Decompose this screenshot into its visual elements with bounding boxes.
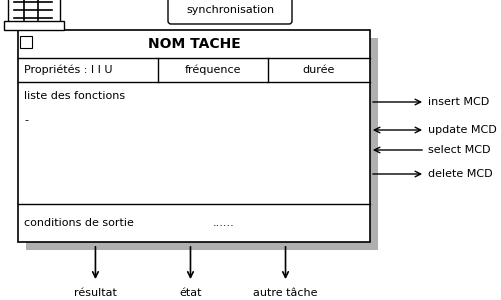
Text: conditions de sortie: conditions de sortie	[24, 218, 134, 228]
Text: delete MCD: delete MCD	[427, 169, 491, 179]
Text: Propriétés : I I U: Propriétés : I I U	[24, 65, 112, 75]
Text: NOM TACHE: NOM TACHE	[147, 37, 240, 51]
Text: fréquence: fréquence	[184, 65, 241, 75]
Text: liste des fonctions: liste des fonctions	[24, 91, 125, 101]
Text: état: état	[179, 288, 201, 298]
FancyBboxPatch shape	[168, 0, 292, 24]
Text: -: -	[24, 115, 28, 125]
Text: insert MCD: insert MCD	[427, 97, 488, 107]
Bar	[18, 30, 369, 242]
Text: synchronisation: synchronisation	[185, 5, 274, 15]
Bar	[20, 36, 32, 48]
Text: autre tâche: autre tâche	[253, 288, 317, 298]
Bar	[26, 38, 377, 250]
Text: ......: ......	[212, 218, 234, 228]
Text: select MCD: select MCD	[427, 145, 489, 155]
Text: update MCD: update MCD	[427, 125, 496, 135]
Text: durée: durée	[302, 65, 335, 75]
Text: résultat: résultat	[74, 288, 117, 298]
Bar	[4, 21, 64, 30]
Bar	[8, 0, 60, 22]
